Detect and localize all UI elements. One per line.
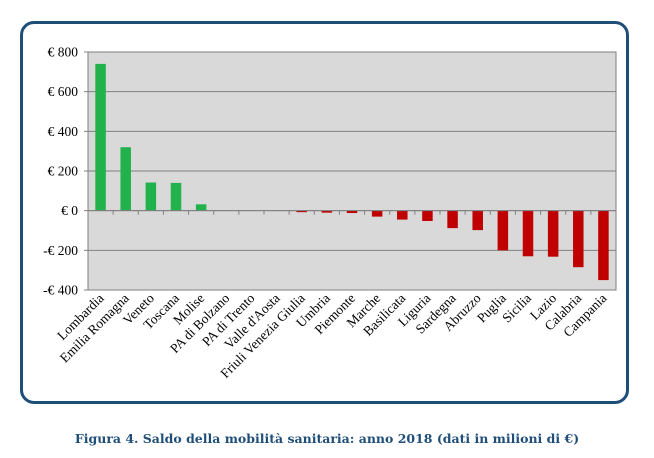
y-tick-label: € 400 bbox=[48, 124, 79, 139]
bar-basilicata bbox=[397, 210, 408, 220]
bar-sardegna bbox=[447, 210, 458, 229]
y-tick-label: € 0 bbox=[61, 203, 78, 218]
x-category-label: Sicilia bbox=[499, 291, 534, 326]
y-tick-label: € 600 bbox=[48, 84, 79, 99]
bar-calabria bbox=[573, 210, 584, 268]
bar-molise bbox=[195, 204, 207, 211]
bar-friuli-venezia-giulia bbox=[296, 210, 307, 213]
bars bbox=[87, 63, 617, 281]
bar-puglia bbox=[497, 210, 509, 251]
bar-abruzzo bbox=[472, 210, 483, 231]
bar-toscana bbox=[170, 182, 182, 211]
bar-umbria bbox=[321, 210, 333, 213]
bar-liguria bbox=[422, 210, 433, 221]
bar-sicilia bbox=[522, 210, 534, 257]
bar-marche bbox=[371, 210, 383, 217]
bar-veneto bbox=[145, 182, 157, 211]
bar-piemonte bbox=[346, 210, 358, 214]
y-tick-label: -€ 400 bbox=[43, 283, 78, 298]
figure-caption: Figura 4. Saldo della mobilità sanitaria… bbox=[74, 431, 580, 446]
bar-lombardia bbox=[95, 63, 106, 211]
bar-campania bbox=[598, 210, 609, 281]
y-tick-label: € 200 bbox=[48, 164, 79, 179]
bar-emilia-romagna bbox=[120, 147, 131, 211]
y-tick-label: € 800 bbox=[48, 45, 79, 60]
y-tick-label: -€ 200 bbox=[43, 243, 78, 258]
y-axis-ticks: € 800 € 600 € 400 € 200 € 0 -€ 200 -€ 400 bbox=[43, 45, 88, 298]
bar-lazio bbox=[547, 210, 559, 257]
